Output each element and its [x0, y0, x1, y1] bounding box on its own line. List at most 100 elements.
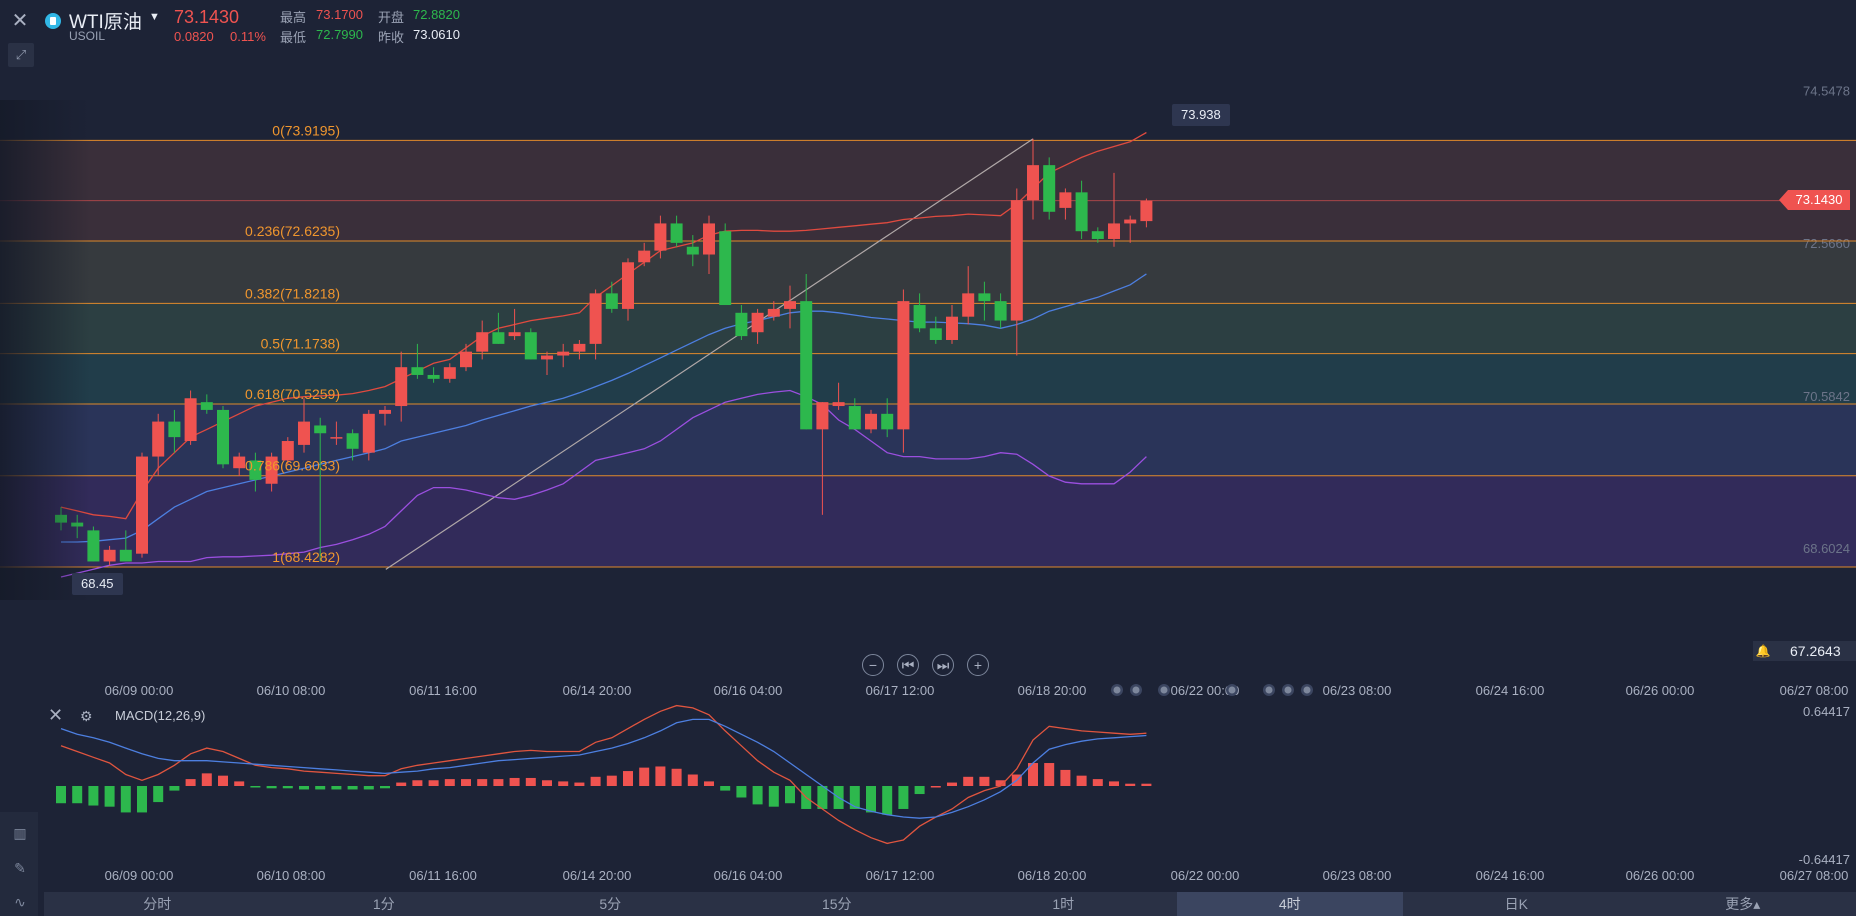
indicator-icon[interactable]: ∿ — [14, 894, 26, 910]
symbol-icon — [45, 13, 61, 29]
macd-bar — [56, 786, 66, 804]
candle-body — [1027, 165, 1039, 201]
close-icon[interactable]: ✕ — [48, 705, 64, 725]
macd-bar — [574, 782, 585, 786]
alert-box[interactable] — [1753, 641, 1856, 661]
high-marker: 73.938 — [1172, 104, 1230, 126]
close-icon[interactable]: ✕ — [11, 10, 29, 32]
candle-body — [298, 421, 310, 445]
candle-body — [1140, 200, 1153, 222]
candle-body — [978, 293, 991, 302]
macd-bar — [218, 775, 228, 786]
macd-bar — [1028, 763, 1038, 786]
macd-bar — [412, 780, 423, 786]
candle-body — [136, 456, 148, 554]
y-tick-label: 70.5842 — [1803, 389, 1850, 404]
tab-timeframe-5[interactable]: 4时 — [1176, 892, 1403, 916]
x-tick-label: 06/26 00:00 — [1626, 683, 1695, 698]
macd-bar — [914, 786, 925, 795]
y-tick-label: 72.5660 — [1803, 236, 1850, 251]
chevron-down-icon[interactable]: ▼ — [149, 11, 160, 23]
macd-x-tick-label: 06/11 16:00 — [409, 868, 477, 883]
low-label: 最低 — [280, 30, 307, 45]
macd-bar — [671, 768, 682, 786]
tab-timeframe-1[interactable]: 1分 — [372, 896, 395, 912]
macd-x-tick-label: 06/22 00:00 — [1171, 868, 1240, 883]
macd-bar — [623, 771, 633, 786]
macd-bar — [655, 766, 666, 786]
candle-body — [330, 437, 343, 439]
quote-header: ✕ ⤢ WTI原油 ▼ USOIL 73.1430 0.0820 0.11% 最… — [0, 0, 560, 67]
scroll-end-button[interactable]: ⏭ — [932, 654, 954, 676]
price-change: 0.0820 — [174, 29, 214, 44]
candle-body — [670, 223, 683, 243]
candle-body — [460, 351, 472, 368]
tab-timeframe-3[interactable]: 15分 — [821, 896, 852, 912]
prev-close-value: 73.0610 — [413, 27, 460, 42]
candle-body — [346, 433, 359, 449]
macd-x-tick-label: 06/18 20:00 — [1018, 868, 1087, 883]
x-tick-label: 06/22 00:00 — [1171, 683, 1240, 698]
macd-bar — [461, 779, 471, 786]
symbol-name[interactable]: WTI原油 — [69, 12, 142, 33]
tab-timeframe-4[interactable]: 1时 — [1052, 896, 1075, 912]
x-tick-label: 06/14 20:00 — [563, 683, 632, 698]
current-price-tag: 73.1430 — [1779, 190, 1850, 210]
macd-bar — [606, 775, 617, 786]
macd-bar — [137, 786, 147, 813]
tab-timeframe-6[interactable]: 日K — [1504, 896, 1528, 912]
macd-bar — [331, 786, 342, 790]
side-toolbar: ▥ ✎ ∿ — [0, 812, 38, 916]
macd-bar — [704, 781, 714, 786]
macd-x-tick-label: 06/27 08:00 — [1780, 868, 1849, 883]
zoom-out-button[interactable]: − — [862, 654, 884, 676]
macd-bar — [185, 779, 196, 786]
fib-zone — [0, 140, 1856, 242]
candle-body — [638, 250, 651, 263]
candle-body — [411, 367, 424, 375]
macd-bar — [266, 786, 277, 789]
candle-body — [994, 301, 1007, 321]
gear-icon[interactable]: ⚙ — [80, 708, 93, 724]
macd-y-tick-label: -0.64417 — [1799, 852, 1850, 867]
macd-bar — [299, 786, 309, 790]
candle-body — [557, 351, 570, 356]
macd-bar — [444, 779, 455, 786]
candle-body — [767, 308, 780, 317]
y-tick-label: 68.6024 — [1803, 541, 1850, 556]
tab-timeframe-2[interactable]: 5分 — [599, 896, 622, 912]
macd-bar — [234, 781, 245, 786]
bell-icon[interactable]: 🔔 — [1755, 644, 1771, 658]
macd-bar — [558, 781, 569, 786]
candle-body — [897, 301, 910, 430]
candle-body — [605, 293, 618, 309]
fib-label: 0.382(71.8218) — [245, 285, 340, 301]
event-dot-inner — [1265, 686, 1273, 694]
tab-timeframe-7[interactable]: 更多▴ — [1725, 896, 1761, 912]
macd-bar — [363, 786, 374, 790]
low-value: 72.7990 — [316, 27, 363, 42]
event-dot-inner — [1160, 686, 1168, 694]
bollinger-lower — [60, 389, 1147, 578]
macd-y-tick-label: 0.64417 — [1803, 704, 1850, 719]
scroll-start-button[interactable]: ⏮ — [897, 654, 919, 676]
left-fade-overlay — [0, 100, 90, 600]
high-value: 73.1700 — [316, 7, 363, 22]
macd-bar — [428, 780, 439, 786]
candle-body — [735, 312, 748, 337]
x-tick-label: 06/27 08:00 — [1780, 683, 1849, 698]
macd-x-tick-label: 06/24 16:00 — [1476, 868, 1545, 883]
candle-type-icon[interactable]: ▥ — [13, 825, 27, 841]
candle-body — [929, 328, 942, 340]
zoom-in-button[interactable]: + — [967, 654, 989, 676]
symbol-code: USOIL — [69, 29, 106, 43]
candle-body — [524, 332, 537, 360]
pencil-icon[interactable]: ✎ — [14, 860, 26, 876]
event-dot-inner — [1303, 686, 1311, 694]
tab-timeframe-0[interactable]: 分时 — [143, 896, 172, 912]
macd-bar — [930, 786, 941, 788]
macd-bar — [752, 786, 763, 805]
x-tick-label: 06/18 20:00 — [1018, 683, 1087, 698]
pencil-draw-icon[interactable]: ⤢ — [8, 43, 34, 67]
